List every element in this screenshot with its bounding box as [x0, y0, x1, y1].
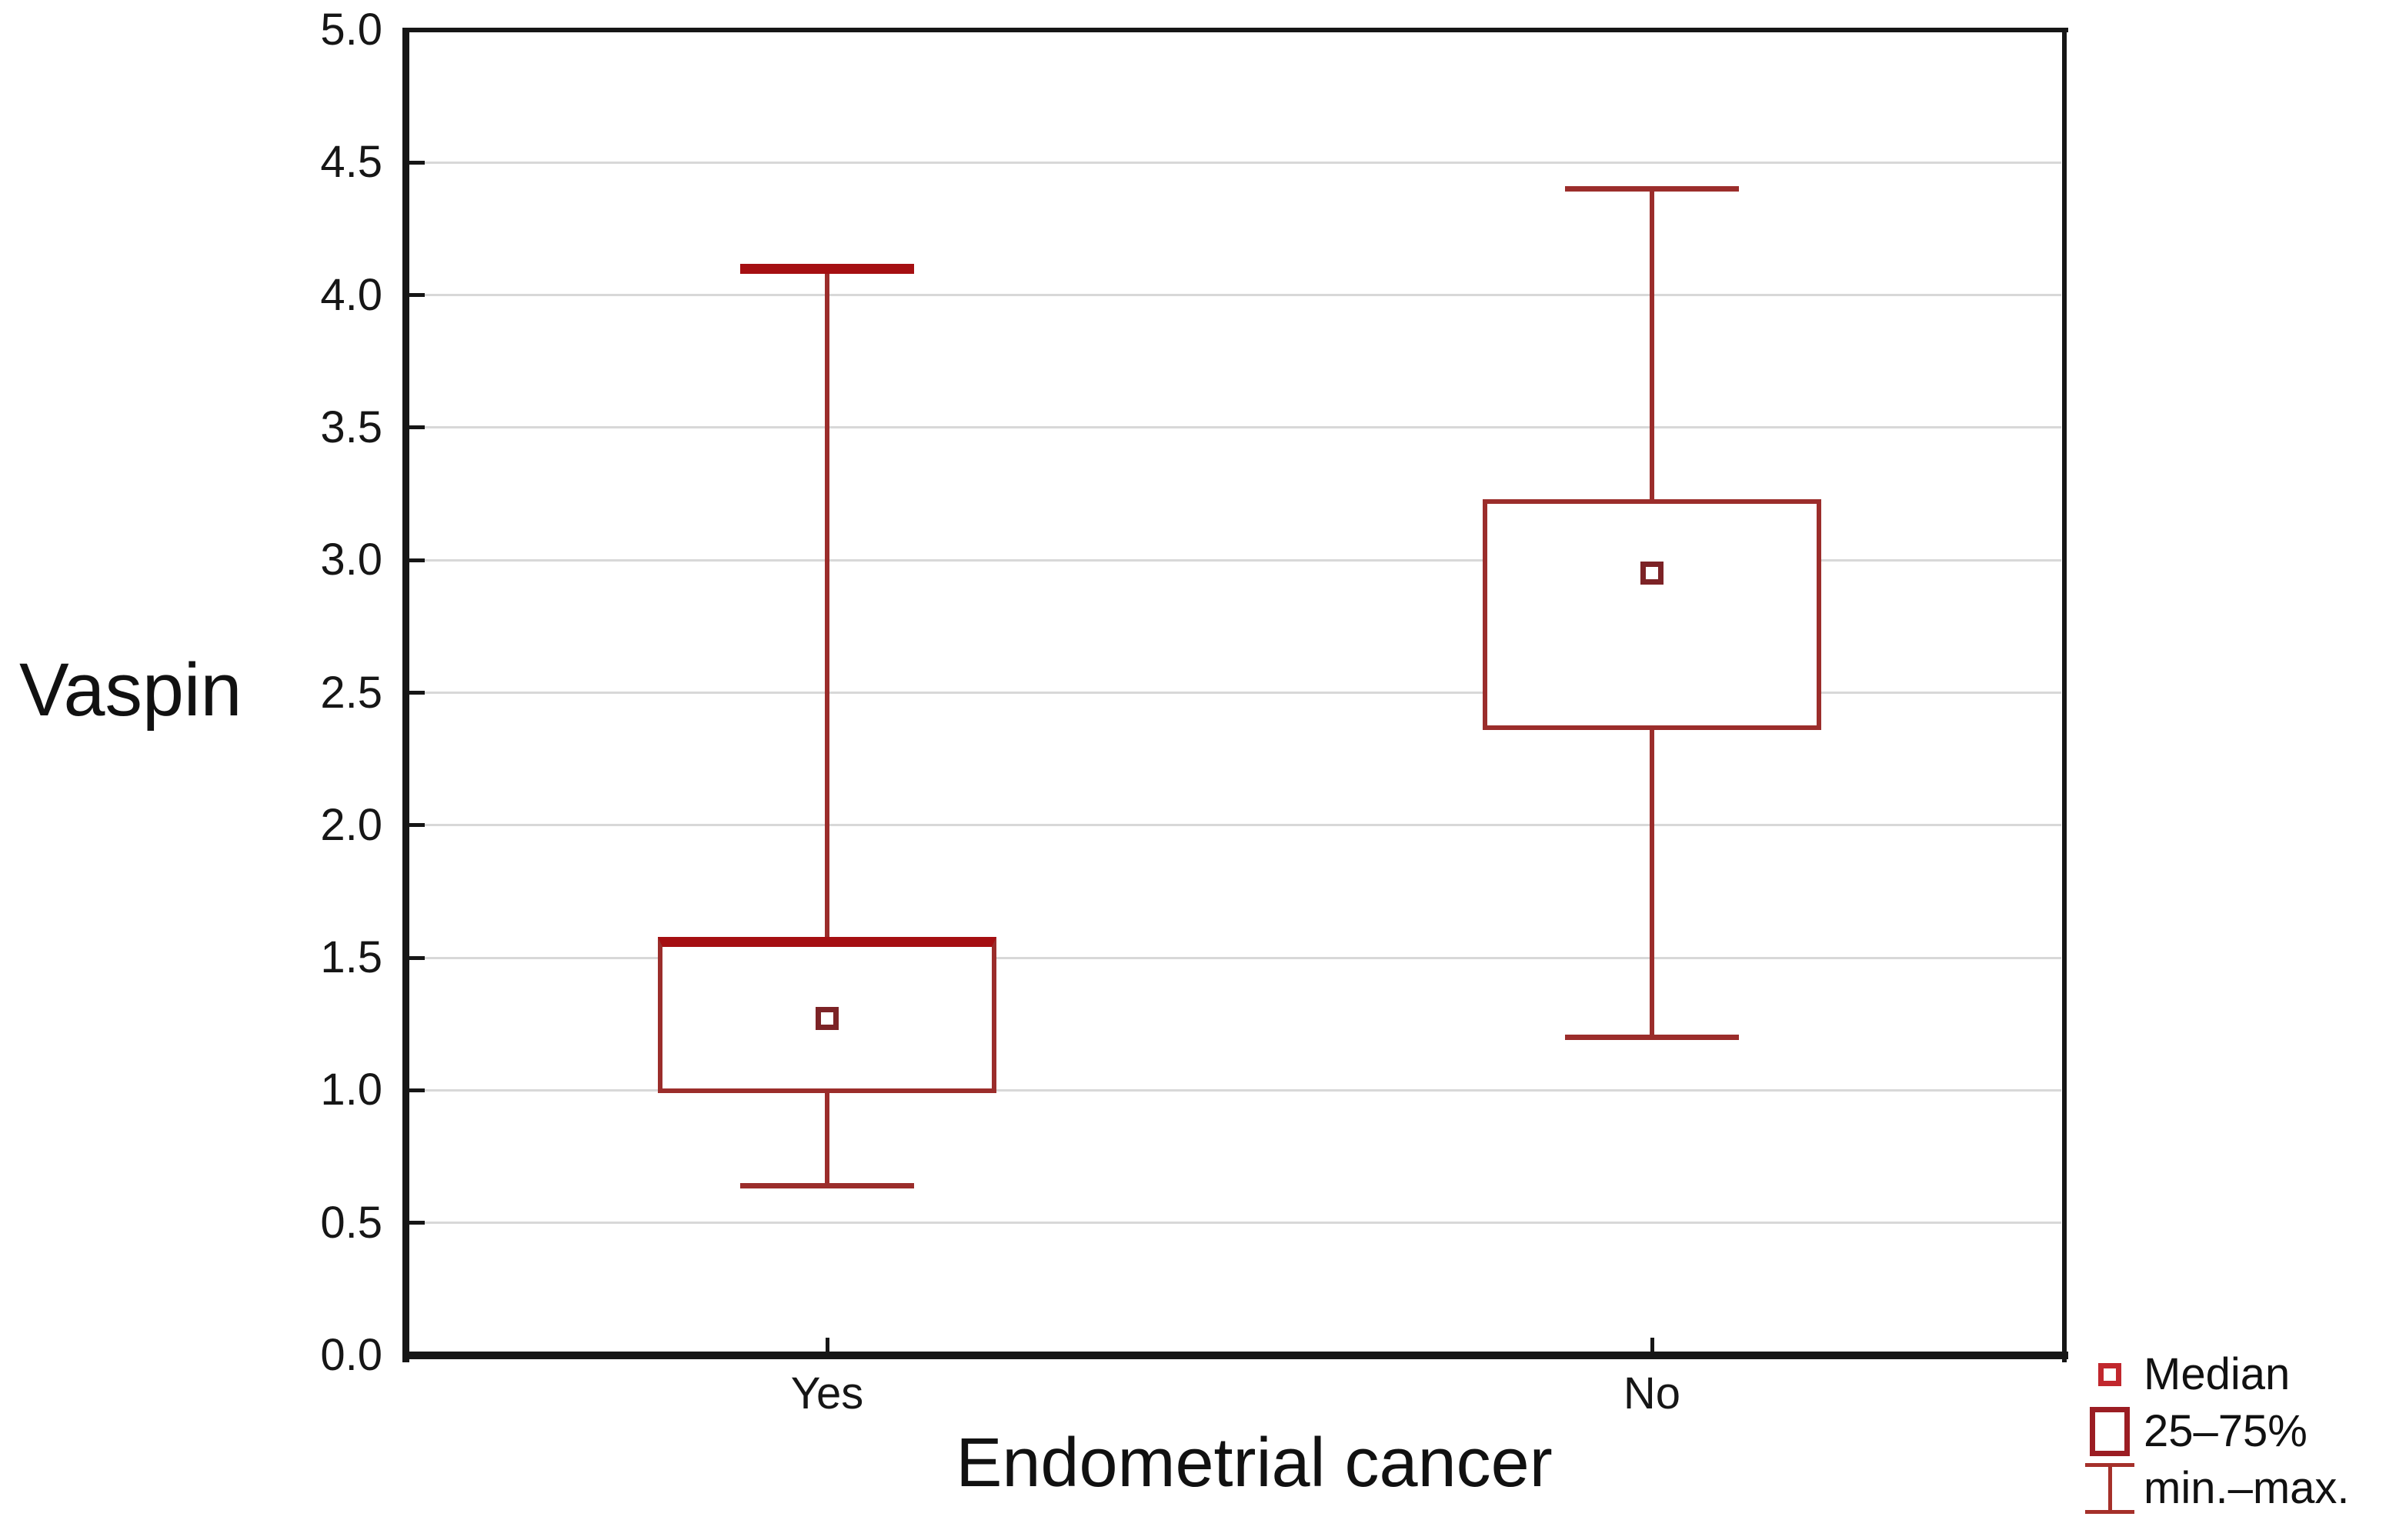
- x-category-label-yes: Yes: [790, 1368, 864, 1418]
- y-tick-label: 5.0: [320, 5, 382, 55]
- y-tick-label: 3.0: [320, 535, 382, 585]
- x-category-label-no: No: [1623, 1368, 1681, 1418]
- y-tick: [409, 1088, 425, 1092]
- y-axis-title: Vaspin: [19, 648, 242, 732]
- x-axis-title: Endometrial cancer: [956, 1425, 1553, 1502]
- median-marker-no: [1640, 562, 1664, 585]
- y-tick: [409, 823, 425, 828]
- plot-frame-top: [405, 28, 2068, 32]
- h-gridline: [409, 558, 2061, 562]
- y-tick: [409, 955, 425, 960]
- y-tick-label: 1.5: [320, 932, 382, 983]
- h-gridline: [409, 692, 2061, 694]
- y-tick-label: 0.0: [320, 1330, 382, 1380]
- plot-frame-bottom: [405, 1352, 2068, 1359]
- legend-row: 25–75%: [2076, 1403, 2393, 1460]
- y-tick-label: 4.5: [320, 137, 382, 188]
- max-whisker-cap-no: [1565, 186, 1739, 192]
- h-gridline: [409, 824, 2061, 827]
- whisker-line-yes: [825, 268, 829, 1186]
- y-tick-label: 0.5: [320, 1197, 382, 1248]
- h-gridline: [409, 294, 2061, 297]
- y-tick: [409, 425, 425, 430]
- y-tick: [409, 1221, 425, 1225]
- h-gridline: [409, 956, 2061, 959]
- x-tick: [825, 1338, 829, 1352]
- y-tick-label: 3.5: [320, 402, 382, 452]
- plot-frame-right: [2062, 28, 2067, 1362]
- y-tick: [409, 691, 425, 695]
- whisker-icon: [2076, 1463, 2144, 1514]
- y-tick-label: 1.0: [320, 1065, 382, 1115]
- min-whisker-cap-no: [1565, 1034, 1739, 1040]
- h-gridline: [409, 161, 2061, 164]
- legend-label: min.–max.: [2144, 1463, 2350, 1513]
- median-marker-yes: [816, 1007, 839, 1031]
- legend-label: Median: [2144, 1349, 2291, 1399]
- y-tick-label: 2.0: [320, 799, 382, 850]
- h-gridline: [409, 1088, 2061, 1092]
- y-tick-label: 4.0: [320, 269, 382, 320]
- box-icon: [2076, 1407, 2144, 1456]
- legend: Median 25–75% min.–max.: [2076, 1346, 2393, 1517]
- y-tick: [409, 558, 425, 562]
- median-square-icon: [2076, 1363, 2144, 1386]
- y-tick-label: 2.5: [320, 667, 382, 718]
- legend-row: min.–max.: [2076, 1460, 2393, 1517]
- legend-row: Median: [2076, 1346, 2393, 1403]
- iqr-box-no: [1483, 498, 1821, 730]
- plot-frame-left: [402, 28, 409, 1362]
- y-tick: [409, 293, 425, 298]
- legend-label: 25–75%: [2144, 1406, 2308, 1456]
- min-whisker-cap-yes: [740, 1182, 914, 1188]
- h-gridline: [409, 1222, 2061, 1225]
- iqr-box-yes: [658, 936, 996, 1093]
- y-tick: [409, 160, 425, 165]
- max-whisker-cap-yes: [740, 264, 914, 275]
- x-tick: [1650, 1338, 1654, 1352]
- h-gridline: [409, 426, 2061, 429]
